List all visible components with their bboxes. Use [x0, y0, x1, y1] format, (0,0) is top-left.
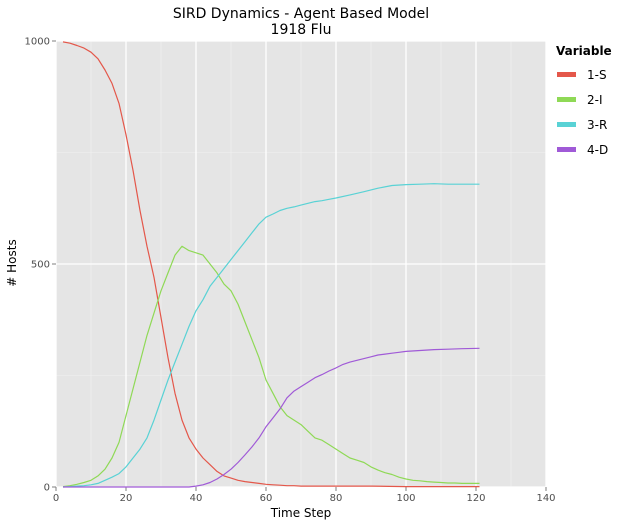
x-tick-label: 140: [536, 493, 555, 504]
x-tick-label: 40: [190, 493, 203, 504]
axis-ticks: 0 20 40 60 80 100 120 140 0 500 1000: [25, 37, 556, 505]
legend-label-3-R: 3-R: [587, 118, 607, 132]
series-line-4-D: [63, 347, 480, 488]
x-tick-label: 60: [260, 493, 273, 504]
y-tick-label: 500: [31, 260, 50, 271]
series-line-2-I: [62, 245, 480, 488]
series-lines: [62, 41, 480, 488]
legend: 1-S 2-I 3-R 4-D: [557, 68, 608, 157]
legend-key-2-I: [557, 97, 576, 102]
x-tick-label: 20: [120, 493, 133, 504]
legend-label-2-I: 2-I: [587, 93, 603, 107]
y-tick-label: 0: [44, 483, 50, 494]
legend-label-1-S: 1-S: [587, 68, 607, 82]
y-tick-label: 1000: [25, 37, 50, 48]
x-tick-label: 80: [330, 493, 343, 504]
series-line-3-R: [62, 183, 480, 488]
x-tick-label: 100: [396, 493, 415, 504]
chart-subtitle: 1918 Flu: [271, 22, 332, 38]
y-axis-title: # Hosts: [5, 239, 19, 286]
x-axis-title: Time Step: [270, 506, 332, 520]
legend-key-3-R: [557, 122, 576, 127]
series-line-1-S: [62, 41, 480, 488]
legend-label-4-D: 4-D: [587, 143, 608, 157]
legend-key-4-D: [557, 147, 576, 152]
legend-key-1-S: [557, 72, 576, 77]
legend-title: Variable: [556, 44, 612, 58]
x-tick-label: 120: [466, 493, 485, 504]
x-tick-label: 0: [53, 493, 59, 504]
chart-title: SIRD Dynamics - Agent Based Model: [173, 6, 429, 22]
